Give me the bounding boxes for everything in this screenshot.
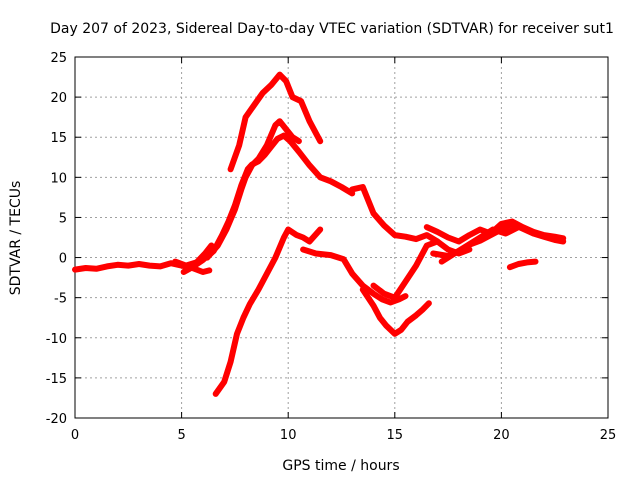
x-axis-title: GPS time / hours <box>282 458 399 474</box>
tick-labels: 0 5 10 15 20 25 -20 -15 -10 -5 0 5 10 15 20 25 <box>46 51 617 443</box>
y-tick-label: -5 <box>54 292 67 307</box>
y-tick-label: 25 <box>50 51 67 66</box>
y-tick-label: 5 <box>59 211 67 226</box>
series-line-tail-mid <box>438 224 522 265</box>
plot-frame <box>74 56 609 419</box>
series-line-mid-descent <box>300 246 409 306</box>
y-tick-label: 15 <box>50 131 67 146</box>
grid <box>75 57 608 418</box>
x-tick-label: 0 <box>71 428 79 443</box>
series-line-rise-c <box>204 118 302 261</box>
series-line-step-mid <box>349 184 441 245</box>
x-tick-label: 20 <box>493 428 510 443</box>
x-tick-label: 25 <box>600 428 617 443</box>
y-tick-label: 10 <box>50 171 67 186</box>
y-tick-label: 20 <box>50 91 67 106</box>
series-line-dip-deep <box>359 286 432 337</box>
y-tick-label: -10 <box>46 332 67 347</box>
y-tick-label: -20 <box>46 412 67 427</box>
y-tick-label: -15 <box>46 372 67 387</box>
y-tick-label: 0 <box>59 252 67 267</box>
x-tick-label: 10 <box>280 428 297 443</box>
series-line-peak-high <box>227 71 324 173</box>
series-group <box>72 71 567 397</box>
y-axis-title: SDTVAR / TECUs <box>8 181 24 296</box>
series-line-tail-short <box>506 258 539 271</box>
series-line-low-arc <box>212 226 324 397</box>
x-tick-label: 5 <box>177 428 185 443</box>
x-tick-label: 15 <box>387 428 404 443</box>
ticks <box>74 56 609 419</box>
chart-title: Day 207 of 2023, Sidereal Day-to-day VTE… <box>50 21 614 37</box>
